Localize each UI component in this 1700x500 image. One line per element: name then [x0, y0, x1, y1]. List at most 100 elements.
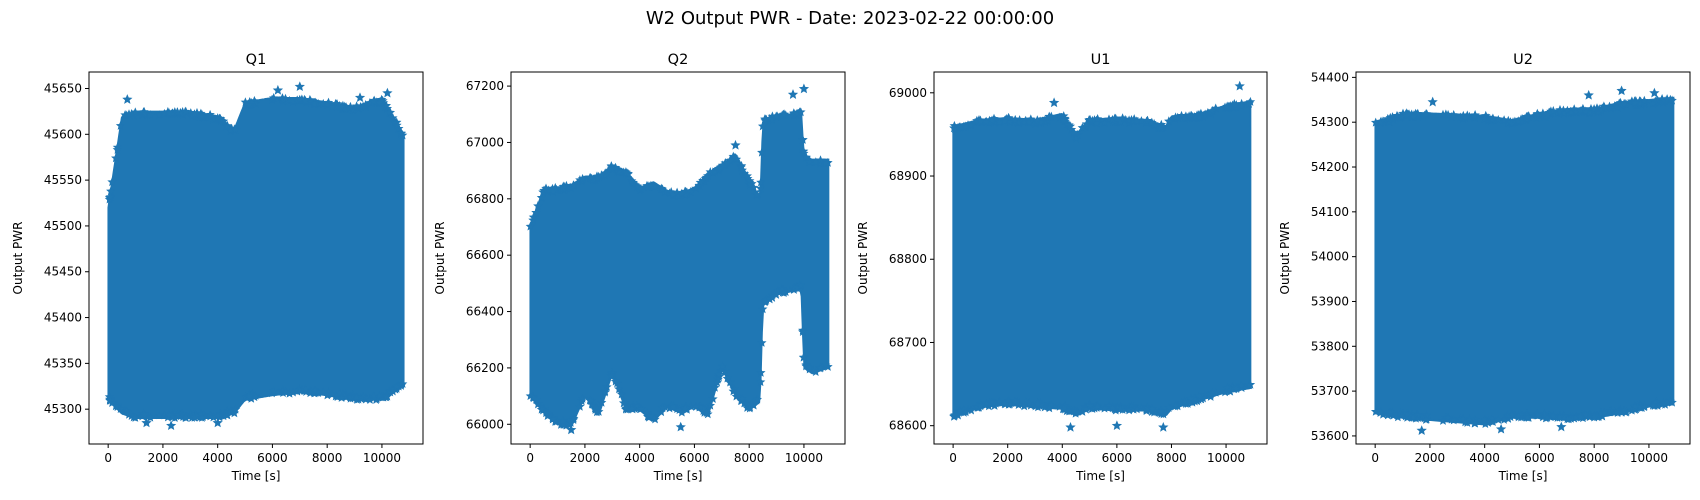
y-axis-label: Output PWR [433, 222, 447, 295]
x-axis-label: Time [s] [1075, 469, 1125, 483]
x-tick-label: 8000 [312, 451, 343, 465]
x-tick-label: 10000 [363, 451, 401, 465]
data-point [1416, 425, 1427, 435]
data-point [212, 417, 223, 428]
y-tick-label: 54100 [1311, 205, 1349, 219]
x-tick-label: 8000 [1156, 451, 1187, 465]
y-tick-label: 54200 [1311, 160, 1349, 174]
figure-title: W2 Output PWR - Date: 2023-02-22 00:00:0… [645, 8, 1055, 29]
y-tick-label: 45350 [44, 356, 82, 370]
data-point [272, 84, 284, 95]
y-tick-label: 66800 [466, 192, 504, 206]
y-tick-label: 54000 [1311, 250, 1349, 264]
axes-frame [933, 71, 1268, 445]
series-band [107, 96, 405, 420]
y-tick-label: 69000 [889, 86, 927, 100]
data-point [382, 87, 393, 98]
x-tick-label: 6000 [1524, 451, 1555, 465]
x-tick-label: 10000 [1207, 451, 1245, 465]
subplot-title: Q2 [668, 52, 689, 68]
data-point [1065, 422, 1076, 432]
y-tick-label: 53600 [1311, 429, 1349, 443]
x-tick-label: 2000 [148, 451, 179, 465]
series-band [1374, 96, 1675, 426]
data-point [1234, 80, 1245, 91]
data-point [1616, 85, 1627, 96]
x-tick-label: 8000 [1579, 451, 1610, 465]
y-tick-label: 66000 [466, 417, 504, 431]
data-point [566, 424, 577, 435]
x-tick-label: 4000 [624, 451, 655, 465]
y-tick-label: 45500 [44, 219, 82, 233]
data-point [1158, 422, 1169, 432]
y-tick-label: 45400 [44, 311, 82, 325]
data-point [1427, 96, 1438, 107]
axes-frame [1355, 71, 1691, 445]
data-point [1583, 89, 1594, 100]
x-tick-label: 8000 [734, 451, 765, 465]
edge-markers [104, 93, 408, 423]
series-band [952, 100, 1252, 419]
data-point [294, 81, 305, 92]
y-tick-label: 68700 [889, 335, 927, 349]
y-tick-label: 66200 [466, 361, 504, 375]
data-point [675, 421, 686, 432]
data-point [798, 83, 810, 94]
y-tick-label: 66400 [466, 305, 504, 319]
x-tick-label: 0 [1371, 451, 1379, 465]
x-tick-label: 2000 [1415, 451, 1446, 465]
data-point [141, 417, 152, 428]
y-tick-label: 53700 [1311, 384, 1349, 398]
data-point [1556, 421, 1567, 432]
y-tick-label: 68900 [889, 169, 927, 183]
y-tick-label: 67000 [466, 135, 504, 149]
plot-area [1370, 85, 1677, 435]
y-tick-label: 53900 [1311, 294, 1349, 308]
x-tick-label: 6000 [1102, 451, 1133, 465]
data-point [730, 139, 741, 150]
y-tick-label: 53800 [1311, 339, 1349, 353]
x-tick-label: 0 [949, 451, 957, 465]
edge-markers [1370, 94, 1677, 429]
y-tick-label: 68800 [889, 252, 927, 266]
data-point [1495, 423, 1507, 434]
x-tick-label: 0 [104, 451, 112, 465]
y-axis-label: Output PWR [11, 222, 25, 295]
y-tick-label: 54400 [1311, 70, 1349, 84]
x-axis-label: Time [s] [1498, 469, 1548, 483]
y-tick-label: 45650 [44, 81, 82, 95]
x-axis-label: Time [s] [231, 469, 281, 483]
x-tick-label: 4000 [1047, 451, 1078, 465]
edge-markers [525, 107, 833, 430]
x-tick-label: 6000 [679, 451, 710, 465]
y-tick-label: 67200 [466, 79, 504, 93]
edge-markers [949, 96, 1256, 421]
data-point [1048, 97, 1060, 108]
subplot-title: Q1 [246, 52, 267, 68]
y-tick-label: 45600 [44, 127, 82, 141]
plot-area [949, 80, 1256, 432]
axes-frame [88, 71, 424, 445]
plot-area [104, 81, 408, 431]
subplot-q1: 0 2000 4000 6000 8000 10000 45300 45350 45400 454… [11, 52, 424, 483]
data-point [122, 94, 133, 104]
x-tick-label: 10000 [785, 451, 823, 465]
data-point [1111, 420, 1123, 431]
subplot-q2: 0 2000 4000 6000 8000 10000 66000 66200 66400 666… [433, 52, 846, 483]
data-point [354, 92, 366, 103]
y-tick-label: 45550 [44, 173, 82, 187]
plot-area [525, 83, 833, 435]
x-tick-label: 4000 [202, 451, 233, 465]
axes-frame [510, 71, 846, 445]
x-tick-label: 2000 [992, 451, 1023, 465]
y-axis-label: Output PWR [1278, 222, 1292, 295]
subplot-title: U2 [1513, 52, 1533, 68]
data-point [787, 89, 799, 99]
data-point [1649, 87, 1660, 98]
x-tick-label: 10000 [1630, 451, 1668, 465]
y-tick-label: 68600 [889, 419, 927, 433]
y-tick-label: 54300 [1311, 115, 1349, 129]
series-band [529, 108, 830, 428]
x-tick-label: 6000 [257, 451, 288, 465]
y-tick-label: 45450 [44, 265, 82, 279]
